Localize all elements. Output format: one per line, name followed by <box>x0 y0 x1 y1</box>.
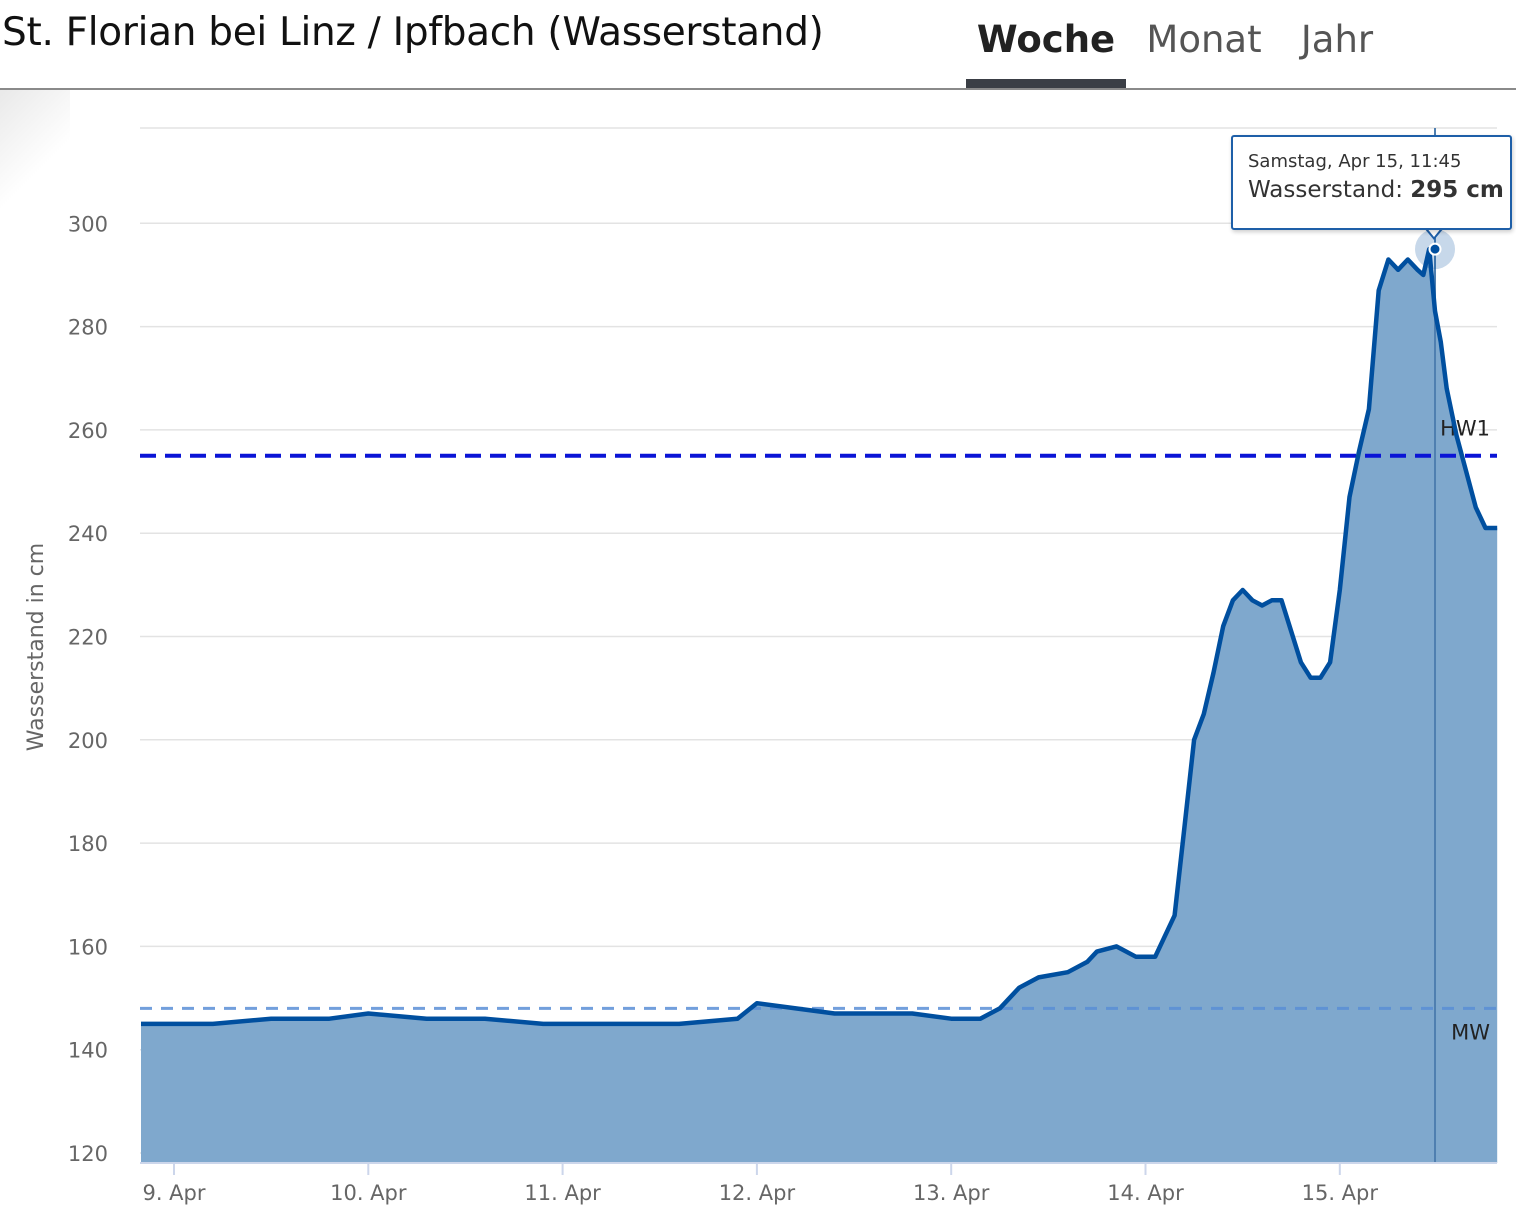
y-tick-label: 260 <box>68 419 108 443</box>
y-tick-label: 240 <box>68 522 108 546</box>
y-tick-label: 280 <box>68 316 108 340</box>
tab-week[interactable]: Woche <box>966 0 1126 88</box>
mw-label: MW <box>1451 1020 1490 1044</box>
period-tabs: Woche Monat Jahr <box>966 0 1392 88</box>
y-tick-label: 180 <box>68 832 108 856</box>
y-tick-label: 140 <box>68 1039 108 1063</box>
chart-header: St. Florian bei Linz / Ipfbach (Wasserst… <box>0 0 1516 90</box>
x-tick-label: 13. Apr <box>913 1181 990 1205</box>
tab-year[interactable]: Jahr <box>1300 18 1374 61</box>
area-fill-layer <box>141 249 1498 1164</box>
hover-point <box>1428 242 1442 256</box>
y-tick-label: 200 <box>68 729 108 753</box>
tooltip-series-name: Wasserstand <box>1248 177 1396 203</box>
axis-ticks <box>140 1162 1497 1175</box>
y-tick-label: 120 <box>68 1142 108 1166</box>
corner-shadow <box>0 90 70 220</box>
x-tick-label: 14. Apr <box>1107 1181 1184 1205</box>
reference-lines: HW1 MW <box>140 128 1497 1163</box>
tooltip: Samstag, Apr 15, 11:45 Wasserstand: 295 … <box>1231 135 1512 230</box>
x-tick-label: 9. Apr <box>142 1181 205 1205</box>
tab-month[interactable]: Monat <box>1146 18 1262 61</box>
header-divider <box>0 88 1516 90</box>
hw1-label: HW1 <box>1440 417 1490 441</box>
x-tick-label: 15. Apr <box>1302 1181 1379 1205</box>
area-fill <box>141 249 1498 1164</box>
y-axis-title: Wasserstand in cm <box>24 543 49 751</box>
x-tick-label: 10. Apr <box>330 1181 407 1205</box>
axis-labels: 120 140 160 180 200 220 240 260 280 300 9. Apr 10. … <box>68 212 1378 1205</box>
tooltip-date: Samstag, Apr 15, 11:45 <box>1248 151 1462 172</box>
y-tick-label: 160 <box>68 935 108 959</box>
tooltip-value: 295 cm <box>1410 177 1504 203</box>
series-line-layer <box>141 246 1498 1027</box>
x-tick-label: 11. Apr <box>524 1181 601 1205</box>
series-line <box>141 246 1498 1027</box>
chart-title: St. Florian bei Linz / Ipfbach (Wasserst… <box>2 10 824 55</box>
y-tick-label: 220 <box>68 626 108 650</box>
x-tick-label: 12. Apr <box>719 1181 796 1205</box>
tooltip-arrow-fill <box>1426 227 1442 237</box>
y-tick-label: 300 <box>68 212 108 236</box>
tooltip-value-line: Wasserstand: 295 cm <box>1248 177 1504 203</box>
